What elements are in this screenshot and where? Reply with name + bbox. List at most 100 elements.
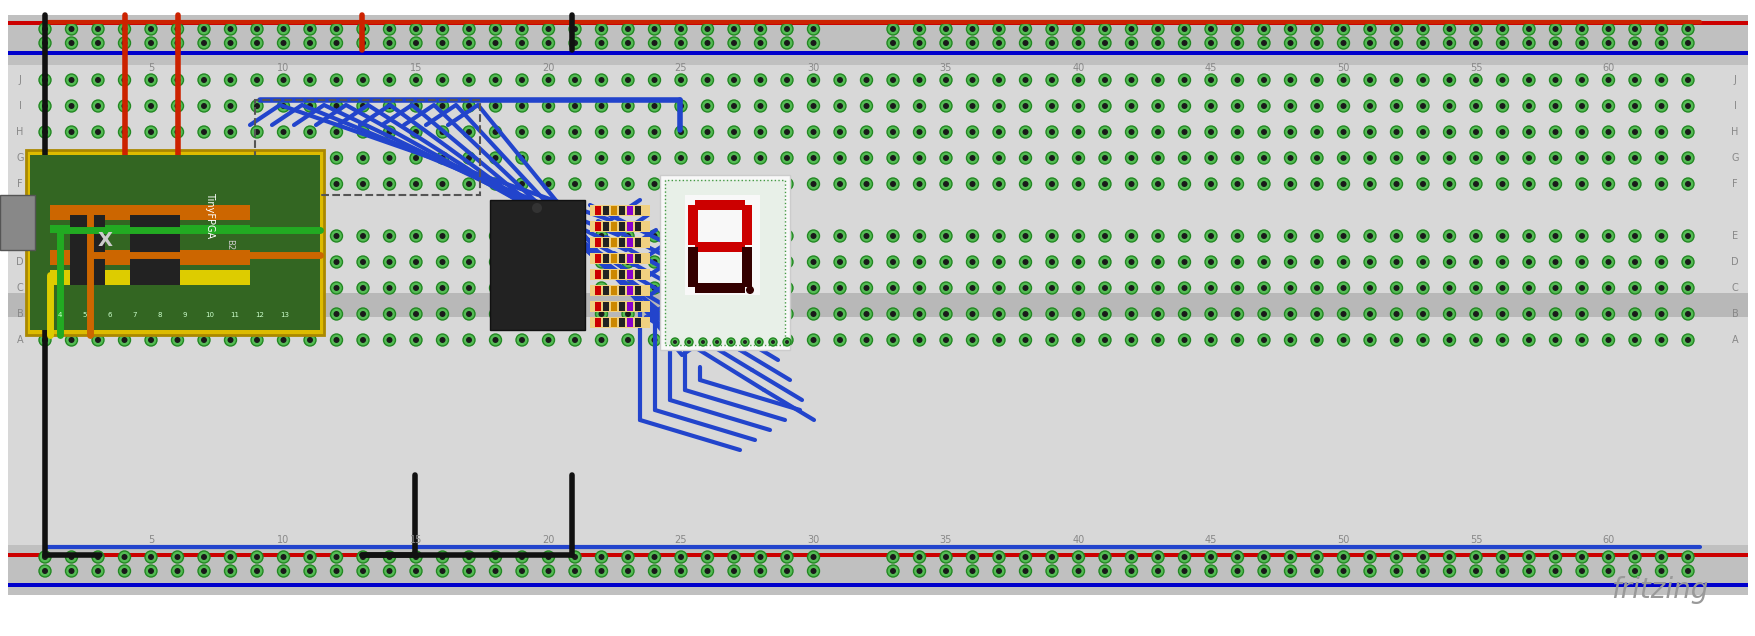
Circle shape [1629,230,1641,242]
Circle shape [1499,554,1506,560]
Circle shape [439,337,446,343]
Circle shape [1151,334,1164,346]
Circle shape [1258,152,1271,164]
Bar [611,238,618,247]
Circle shape [598,311,604,317]
Circle shape [119,100,130,112]
Circle shape [277,282,290,294]
Circle shape [595,230,607,242]
Circle shape [228,337,233,343]
Circle shape [1258,37,1271,49]
Circle shape [1632,311,1637,317]
Circle shape [1049,155,1055,161]
Circle shape [625,311,632,317]
Bar [0,195,35,250]
Circle shape [914,37,925,49]
Circle shape [837,233,842,239]
Circle shape [1550,126,1562,138]
Circle shape [1527,259,1532,265]
Bar [9,51,1748,55]
Circle shape [1444,178,1455,190]
Circle shape [1658,285,1664,291]
Circle shape [783,338,792,346]
Circle shape [1390,308,1402,320]
Circle shape [677,568,684,574]
Circle shape [1523,565,1536,577]
Circle shape [1341,259,1346,265]
Circle shape [1072,152,1085,164]
Circle shape [281,285,286,291]
Circle shape [516,565,528,577]
Circle shape [516,126,528,138]
Circle shape [1046,256,1058,268]
Circle shape [1206,334,1216,346]
Circle shape [1580,554,1585,560]
Circle shape [784,311,790,317]
Circle shape [439,129,446,135]
Bar [9,65,1748,545]
Circle shape [732,103,737,109]
Circle shape [811,77,816,83]
Circle shape [251,23,263,35]
Circle shape [784,77,790,83]
Circle shape [174,181,181,187]
Circle shape [1576,334,1588,346]
Circle shape [356,308,369,320]
Circle shape [1206,100,1216,112]
Circle shape [1658,26,1664,32]
Bar [620,222,625,231]
Circle shape [251,230,263,242]
Bar [620,270,625,279]
Circle shape [997,155,1002,161]
Circle shape [1471,178,1481,190]
Circle shape [1658,311,1664,317]
Circle shape [914,308,925,320]
Circle shape [1155,181,1162,187]
Text: 45: 45 [1206,63,1218,73]
Circle shape [886,308,899,320]
Circle shape [914,230,925,242]
Circle shape [784,26,790,32]
Circle shape [1234,554,1241,560]
Circle shape [542,178,555,190]
Circle shape [941,23,951,35]
Circle shape [1416,23,1429,35]
Circle shape [621,230,634,242]
Circle shape [886,23,899,35]
Circle shape [493,181,498,187]
Circle shape [1207,285,1214,291]
Circle shape [649,282,660,294]
Circle shape [1499,77,1506,83]
Circle shape [1527,129,1532,135]
Circle shape [384,37,395,49]
Circle shape [1020,334,1032,346]
Circle shape [360,103,367,109]
Circle shape [333,26,339,32]
Circle shape [732,181,737,187]
Circle shape [198,23,211,35]
Circle shape [1023,77,1028,83]
Circle shape [251,152,263,164]
Bar [620,318,625,327]
Circle shape [198,565,211,577]
Circle shape [942,181,949,187]
Circle shape [1364,308,1376,320]
Text: 30: 30 [807,63,820,73]
Circle shape [1606,103,1611,109]
Circle shape [1446,155,1453,161]
Circle shape [1181,181,1188,187]
Circle shape [119,230,130,242]
Circle shape [42,129,47,135]
Circle shape [621,23,634,35]
Circle shape [1446,259,1453,265]
Circle shape [1364,178,1376,190]
Circle shape [1497,37,1509,49]
Text: D: D [1730,257,1739,267]
Text: F: F [1732,179,1737,189]
Bar [635,302,641,311]
Circle shape [886,100,899,112]
Circle shape [490,152,502,164]
Circle shape [807,37,820,49]
Circle shape [1288,554,1293,560]
Circle shape [225,152,237,164]
